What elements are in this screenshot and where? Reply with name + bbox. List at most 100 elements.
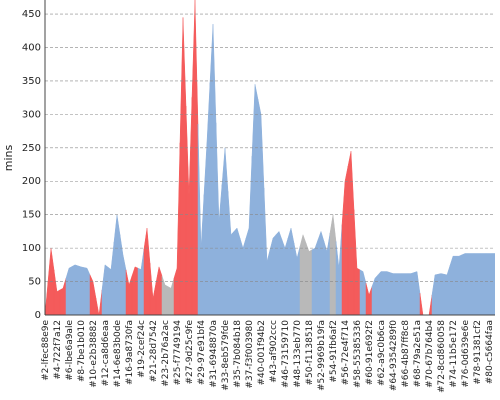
- x-tick-label: #12-ca8d6eaa: [101, 320, 111, 386]
- x-tick-label: #60-91e692f2: [365, 320, 375, 385]
- y-tick-label: 150: [22, 210, 41, 221]
- area-segment: [407, 272, 415, 315]
- y-tick-label: 200: [22, 176, 41, 187]
- area-segment: [335, 224, 343, 315]
- area-segment: [269, 234, 277, 315]
- area-segment: [101, 264, 109, 315]
- x-tick-label: #78-91381cf2: [473, 320, 483, 385]
- area-segment: [323, 233, 331, 315]
- x-tick-label: #19-2cef24c: [137, 320, 147, 378]
- area-segment: [383, 271, 391, 315]
- x-tick-label: #10-e2b38882: [89, 320, 99, 388]
- x-tick-label: #64-9354289f0: [389, 320, 399, 391]
- area-segment: [197, 124, 205, 315]
- area-segment: [293, 243, 301, 315]
- area-segment: [59, 278, 67, 315]
- area-segment: [467, 253, 475, 315]
- x-tick-label: #74-11b5e172: [449, 320, 459, 388]
- area-segment: [491, 253, 495, 315]
- area-segment: [161, 275, 169, 315]
- area-segment: [173, 142, 181, 315]
- x-tick-label: #66-4b87ff8c8: [401, 320, 411, 388]
- x-tick-label: #2-lfec88e9e: [41, 320, 51, 381]
- x-tick-label: #72-8cd860058: [437, 320, 447, 393]
- x-tick-label: #6-lbe6a9ale: [65, 320, 75, 381]
- area-segment: [137, 248, 145, 315]
- area-segment: [143, 228, 151, 315]
- y-tick-label: 0: [35, 310, 41, 321]
- area-segment: [455, 254, 463, 315]
- area-segment: [275, 230, 283, 315]
- area-segment: [377, 271, 385, 315]
- y-tick-label: 400: [22, 42, 41, 53]
- area-segment: [53, 269, 61, 315]
- area-segment: [443, 265, 451, 315]
- area-segment: [359, 269, 367, 315]
- y-tick-label: 250: [22, 143, 41, 154]
- x-tick-label: #37-f3f003980: [245, 320, 255, 389]
- area-segment: [215, 122, 223, 315]
- area-segment: [83, 267, 91, 315]
- area-segment: [426, 294, 433, 315]
- area-segment: [95, 289, 103, 315]
- area-segment: [353, 209, 361, 315]
- x-tick-label: #48-133eb770: [293, 320, 303, 388]
- area-segment: [473, 253, 481, 315]
- area-segment: [281, 238, 289, 315]
- area-segment: [485, 253, 493, 315]
- area-segment: [65, 266, 73, 315]
- x-tick-label: #40-001f94b2: [257, 320, 267, 385]
- area-segment: [413, 271, 421, 315]
- area-segment: [395, 273, 403, 315]
- area-segment: [317, 230, 325, 315]
- area-segment: [221, 147, 229, 315]
- x-tick-label: #29-97e91bf4: [197, 320, 207, 386]
- area-segment: [167, 278, 175, 315]
- x-tick-label: #68-79a2e51a: [413, 320, 423, 387]
- area-segment: [149, 263, 157, 315]
- y-tick-label: 50: [28, 277, 41, 288]
- area-segment: [155, 265, 163, 315]
- area-segment: [365, 283, 373, 315]
- area-segment: [251, 84, 259, 315]
- area-segment: [461, 253, 469, 315]
- x-tick-label: #56-72e4f714: [341, 320, 351, 386]
- y-tick-label: 350: [22, 76, 41, 87]
- area-segment: [341, 166, 349, 315]
- plot-area: [45, 0, 495, 315]
- x-tick-label: #4-722f7a12: [53, 320, 63, 380]
- area-segment: [131, 266, 139, 315]
- area-segment: [371, 274, 379, 315]
- x-tick-label: #80-c5664faa: [485, 320, 495, 384]
- area-segment: [209, 24, 217, 315]
- y-tick-label: 100: [22, 243, 41, 254]
- area-segment: [311, 239, 319, 315]
- area-segment: [227, 191, 235, 315]
- x-tick-label: #8-7be1b010: [77, 320, 87, 382]
- area-segment: [71, 264, 79, 315]
- x-tick-label: #25-f7749194: [173, 320, 183, 386]
- area-segment: [179, 17, 187, 315]
- area-segment: [329, 214, 337, 315]
- area-segment: [89, 274, 97, 315]
- x-tick-label: #58-55385336: [353, 320, 363, 388]
- x-tick-label: #14-6e83b0de: [113, 320, 123, 388]
- area-segment: [419, 293, 426, 315]
- area-segment: [431, 273, 439, 315]
- area-segment: [347, 151, 355, 315]
- area-segment: [401, 273, 409, 315]
- x-tick-label: #33-8eb579fde: [221, 320, 231, 391]
- area-segment: [233, 227, 241, 315]
- area-segment: [257, 99, 265, 315]
- area-segment: [287, 227, 295, 315]
- area-segment: [191, 0, 199, 315]
- area-segment: [479, 253, 487, 315]
- y-tick-label: 300: [22, 109, 41, 120]
- area-segment: [203, 82, 211, 315]
- area-segment: [437, 273, 445, 315]
- x-tick-label: #52-9969b19fa: [317, 320, 327, 391]
- area-segment: [389, 272, 397, 315]
- y-tick-label: 450: [22, 9, 41, 20]
- area-segment: [77, 265, 85, 315]
